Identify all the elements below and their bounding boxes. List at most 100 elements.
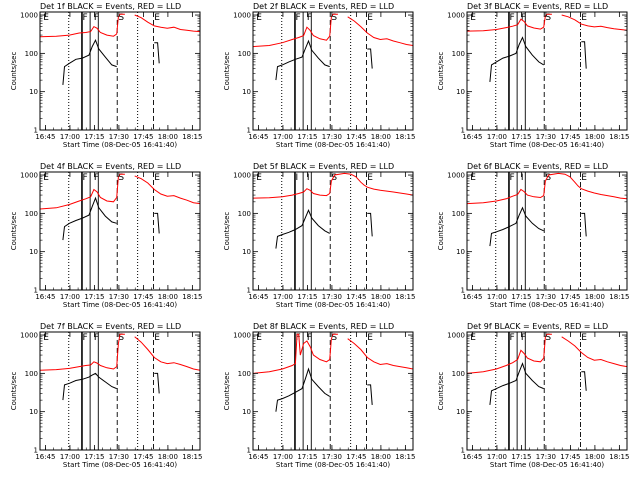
series-line-lld (466, 13, 552, 32)
y-axis-label: Counts/sec (437, 372, 445, 411)
marker-label: F (509, 13, 514, 23)
x-tick-label: 17:00 (487, 453, 507, 461)
x-tick-label: 16:45 (35, 293, 55, 301)
marker-label: F (82, 333, 87, 343)
marker-label: E (367, 13, 373, 23)
x-tick-label: 17:45 (560, 453, 580, 461)
y-tick-label: 100 (25, 210, 38, 218)
x-axis-label: Start Time (08-Dec-05 16:41:40) (490, 141, 604, 149)
series-line-lld (561, 336, 628, 368)
y-tick-label: 1 (461, 127, 465, 135)
marker-label: I (521, 173, 524, 183)
plot-frame (466, 11, 628, 131)
plot-frame (39, 331, 201, 451)
x-tick-label: 18:00 (158, 293, 178, 301)
plot-frame (39, 11, 201, 131)
y-tick-label: 100 (452, 210, 465, 218)
series-line-events (62, 372, 117, 401)
marker-label: S (118, 173, 124, 183)
series-line-lld (134, 14, 201, 33)
y-tick-label: 100 (452, 370, 465, 378)
series-line-events (275, 367, 330, 412)
x-tick-label: 17:30 (322, 293, 342, 301)
x-tick-label: 17:45 (133, 453, 153, 461)
x-tick-label: 18:00 (371, 133, 391, 141)
marker-label: F (509, 173, 514, 183)
x-tick-label: 17:00 (60, 453, 80, 461)
y-tick-label: 10 (242, 248, 251, 256)
x-tick-label: 18:00 (371, 293, 391, 301)
marker-label: F (94, 173, 99, 183)
x-tick-label: 16:45 (248, 453, 268, 461)
marker-label: E (470, 13, 476, 23)
y-axis-label: Counts/sec (10, 52, 18, 91)
x-tick-label: 17:30 (109, 133, 129, 141)
marker-label: S (118, 13, 124, 23)
x-tick-label: 18:15 (609, 293, 629, 301)
x-tick-label: 17:45 (560, 293, 580, 301)
x-axis-label: Start Time (08-Dec-05 16:41:40) (490, 301, 604, 309)
y-tick-label: 1 (34, 127, 38, 135)
x-axis-label: Start Time (08-Dec-05 16:41:40) (276, 141, 390, 149)
series-line-events (62, 38, 117, 85)
y-axis-label: Counts/sec (437, 212, 445, 251)
series-line-lld (466, 172, 628, 205)
x-tick-label: 17:00 (60, 293, 80, 301)
y-tick-label: 1000 (233, 332, 251, 340)
y-tick-label: 100 (25, 50, 38, 58)
series-line-lld (347, 338, 414, 370)
marker-label: I (307, 173, 310, 183)
plot-frame (252, 171, 414, 291)
y-tick-label: 1 (247, 287, 251, 295)
series-line-events (154, 372, 160, 394)
marker-label: S (331, 333, 337, 343)
y-tick-label: 1000 (233, 12, 251, 20)
y-tick-label: 10 (456, 408, 465, 416)
plot-frame (466, 171, 628, 291)
series-line-lld (134, 336, 201, 371)
plot-frame (252, 331, 414, 451)
x-tick-label: 17:30 (109, 293, 129, 301)
marker-label: F (307, 13, 312, 23)
x-tick-label: 18:00 (585, 453, 605, 461)
x-tick-label: 16:45 (35, 453, 55, 461)
plot-frame (466, 331, 628, 451)
y-tick-label: 10 (29, 88, 38, 96)
x-tick-label: 18:00 (585, 133, 605, 141)
y-tick-label: 1 (34, 287, 38, 295)
x-tick-label: 18:00 (158, 453, 178, 461)
y-tick-label: 1000 (20, 172, 38, 180)
x-tick-label: 17:15 (84, 293, 104, 301)
y-axis-label: Counts/sec (223, 52, 231, 91)
y-tick-label: 1000 (20, 332, 38, 340)
x-tick-label: 17:45 (560, 133, 580, 141)
y-tick-label: 1 (34, 447, 38, 455)
marker-label: E (581, 13, 587, 23)
series-line-events (275, 209, 330, 249)
x-tick-label: 16:45 (248, 293, 268, 301)
y-tick-label: 10 (29, 408, 38, 416)
marker-label: F (295, 333, 300, 343)
x-tick-label: 18:00 (585, 293, 605, 301)
x-tick-label: 18:15 (182, 293, 202, 301)
y-axis-label: Counts/sec (223, 212, 231, 251)
marker-label: F (295, 13, 300, 23)
marker-label: S (331, 173, 337, 183)
series-line-lld (252, 13, 338, 48)
series-line-events (367, 48, 373, 69)
marker-label: E (256, 13, 262, 23)
y-tick-label: 1000 (233, 172, 251, 180)
y-axis-label: Counts/sec (437, 52, 445, 91)
marker-label: E (470, 173, 476, 183)
series-line-lld (252, 172, 414, 199)
plot-frame (39, 171, 201, 291)
marker-label: S (545, 333, 551, 343)
chart-title: Det 7f BLACK = Events, RED = LLD (40, 322, 181, 331)
y-tick-label: 1000 (447, 332, 465, 340)
x-tick-label: 18:15 (395, 293, 415, 301)
y-tick-label: 1 (461, 447, 465, 455)
marker-label: F (82, 13, 87, 23)
x-tick-label: 17:15 (84, 133, 104, 141)
chart-title: Det 3f BLACK = Events, RED = LLD (467, 2, 608, 11)
x-tick-label: 17:30 (536, 453, 556, 461)
